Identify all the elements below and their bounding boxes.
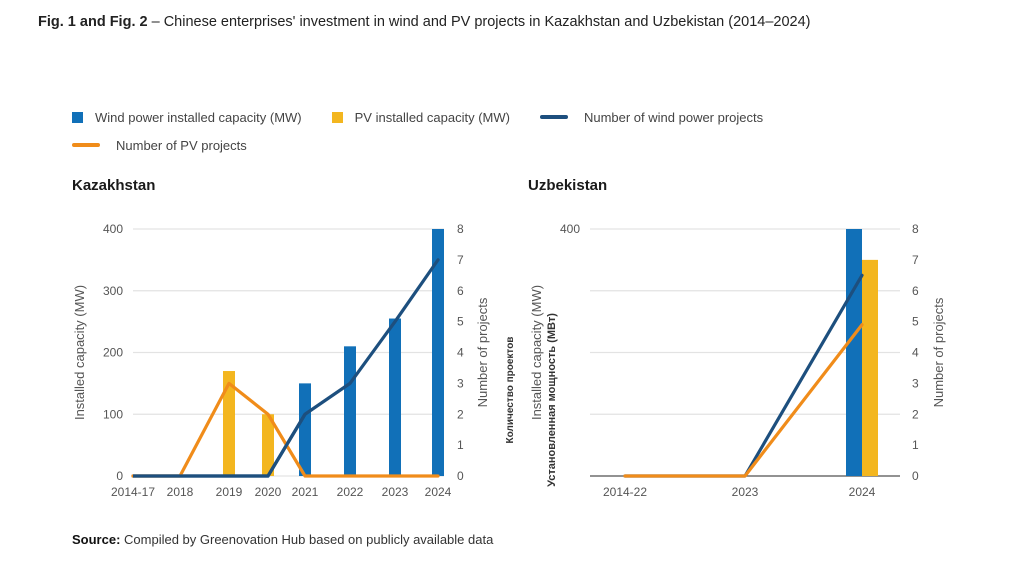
pv-projects-line-icon xyxy=(72,143,100,147)
legend-label: Number of wind power projects xyxy=(583,109,764,125)
uzbekistan-y-axis-label: Installed capacity (MW) xyxy=(529,285,544,420)
legend-item-wind-capacity: Wind power installed capacity (MW) xyxy=(72,110,302,125)
uzbekistan-pv-projects-line xyxy=(623,323,864,478)
legend-row-2: Number of PV projects xyxy=(72,135,892,155)
kazakhstan-y-tick-label: 200 xyxy=(103,346,123,360)
kazakhstan-wind-bar xyxy=(432,229,444,476)
kazakhstan-x-tick-label: 2023 xyxy=(382,485,409,499)
kazakhstan-y2-tick-label: 6 xyxy=(457,284,464,298)
uzbekistan-x-tick-label: 2014-22 xyxy=(603,485,647,499)
uzbekistan-y2-tick-label: 4 xyxy=(912,346,919,360)
uzbekistan-y2-tick-label: 6 xyxy=(912,284,919,298)
wind-capacity-swatch-icon xyxy=(72,111,83,123)
kazakhstan-y-tick-label: 300 xyxy=(103,284,123,298)
legend-item-pv-capacity: PV installed capacity (MW) xyxy=(331,109,510,125)
source-text: Compiled by Greenovation Hub based on pu… xyxy=(120,532,494,547)
uzbekistan-y-axis-label-ru: Установленная мощность (МВт) xyxy=(546,313,558,487)
uzbekistan-y2-tick-label: 5 xyxy=(912,315,919,329)
kazakhstan-y2-tick-label: 7 xyxy=(457,253,464,267)
kazakhstan-title: Kazakhstan xyxy=(72,177,156,194)
legend-row-1: Wind power installed capacity (MW) PV in… xyxy=(72,107,892,127)
kazakhstan-x-tick-label: 2018 xyxy=(167,485,194,499)
legend: Wind power installed capacity (MW) PV in… xyxy=(72,107,892,163)
pv-capacity-swatch-icon xyxy=(331,111,343,123)
uzbekistan-title: Uzbekistan xyxy=(528,177,608,194)
kazakhstan-y2-tick-label: 2 xyxy=(457,407,464,421)
kazakhstan-x-tick-label: 2019 xyxy=(216,485,243,499)
kazakhstan-y-axis-label: Installed capacity (MW) xyxy=(72,285,87,420)
kazakhstan-y-tick-label: 400 xyxy=(103,222,123,236)
wind-projects-line-icon xyxy=(539,115,568,119)
kazakhstan-x-tick-label: 2024 xyxy=(425,485,452,499)
uzbekistan-y2-tick-label: 8 xyxy=(912,222,919,236)
uzbekistan-y2-tick-label: 2 xyxy=(912,407,919,421)
kazakhstan-pv-bar xyxy=(223,371,235,476)
kazakhstan-wind-bar xyxy=(344,346,356,476)
kazakhstan-x-tick-label: 2022 xyxy=(337,485,364,499)
kazakhstan-pv-bar xyxy=(262,414,274,476)
uzbekistan-y2-axis-label: Number of projects xyxy=(931,297,946,407)
uzbekistan-y2-tick-label: 1 xyxy=(912,438,919,452)
kazakhstan-y2-axis-label: Number of projects xyxy=(475,297,490,407)
uzbekistan-x-tick-label: 2024 xyxy=(849,485,876,499)
uzbekistan-y2-tick-label: 7 xyxy=(912,253,919,267)
legend-label: Wind power installed capacity (MW) xyxy=(95,109,302,125)
uzbekistan-y2-tick-label: 3 xyxy=(912,376,919,390)
kazakhstan-wind-bar xyxy=(299,383,311,476)
legend-label: PV installed capacity (MW) xyxy=(354,109,510,125)
kazakhstan-y2-tick-label: 4 xyxy=(457,346,464,360)
kazakhstan-y-tick-label: 0 xyxy=(116,469,123,483)
kazakhstan-y-tick-label: 100 xyxy=(103,407,123,421)
source-label: Source: xyxy=(72,532,121,547)
legend-item-pv-projects: Number of PV projects xyxy=(72,138,247,153)
uzbekistan-y-axis-label-ru-2: Количество проектов xyxy=(505,337,516,444)
legend-item-wind-projects: Number of wind power projects xyxy=(539,109,764,125)
kazakhstan-wind-projects-line-base xyxy=(133,413,307,478)
figure-title-bold: Fig. 1 and Fig. 2 xyxy=(38,14,148,30)
kazakhstan-y2-tick-label: 0 xyxy=(457,469,464,483)
kazakhstan-y2-tick-label: 8 xyxy=(457,222,464,236)
uzbekistan-wind-bar xyxy=(846,229,862,476)
uzbekistan-wind-projects-line xyxy=(623,273,864,478)
uzbekistan-x-tick-label: 2023 xyxy=(732,485,759,499)
legend-label: Number of PV projects xyxy=(116,137,247,153)
kazakhstan-y2-tick-label: 1 xyxy=(457,438,464,452)
kazakhstan-wind-bar xyxy=(389,318,401,476)
figure-title-text: – Chinese enterprises' investment in win… xyxy=(147,14,811,30)
source-note: Source: Compiled by Greenovation Hub bas… xyxy=(72,532,493,547)
kazakhstan-y2-tick-label: 3 xyxy=(457,376,464,390)
uzbekistan-y-tick-label: 400 xyxy=(560,222,580,236)
uzbekistan-y2-tick-label: 0 xyxy=(912,469,919,483)
figure-title: Fig. 1 and Fig. 2 – Chinese enterprises'… xyxy=(38,14,810,30)
kazakhstan-x-tick-label: 2014-17 xyxy=(111,485,155,499)
uzbekistan-pv-bar xyxy=(862,259,878,476)
kazakhstan-y2-tick-label: 5 xyxy=(457,315,464,329)
kazakhstan-x-tick-label: 2020 xyxy=(255,485,282,499)
kazakhstan-x-tick-label: 2021 xyxy=(292,485,319,499)
